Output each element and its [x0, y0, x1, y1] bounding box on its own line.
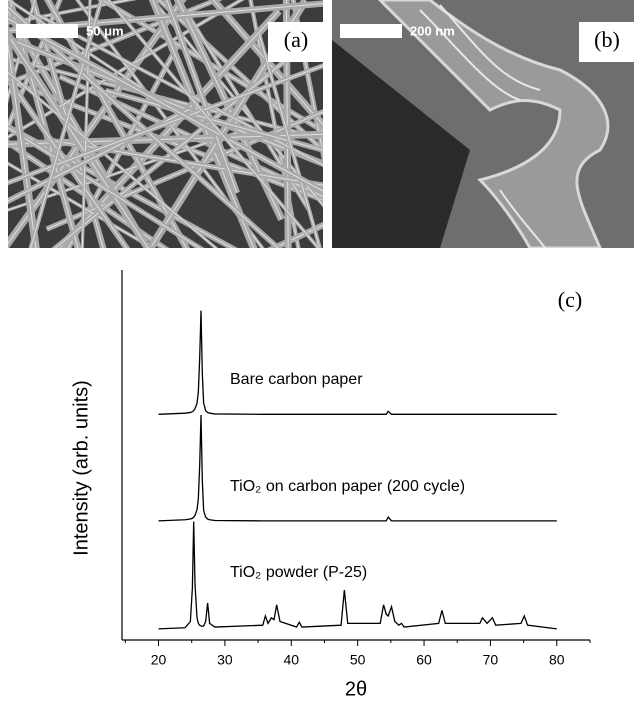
scale-bar-label: 200 nm — [410, 23, 455, 38]
x-tick-label: 50 — [350, 652, 366, 668]
y-axis-label: Intensity (arb. units) — [70, 380, 92, 556]
series-label: Bare carbon paper — [230, 371, 363, 388]
panel-label: (c) — [558, 287, 582, 312]
panel-label: (a) — [284, 27, 308, 52]
xrd-line — [159, 415, 557, 521]
series-label: TiO₂ on carbon paper (200 cycle) — [230, 478, 465, 495]
x-tick-label: 80 — [549, 652, 565, 668]
x-tick-label: 70 — [483, 652, 499, 668]
figure: 50 μm (a) 200 nm (b) 20 30 40 50 60 70 80 2θ Intensi… — [0, 0, 634, 707]
x-tick-label: 30 — [217, 652, 233, 668]
scale-bar — [16, 24, 78, 38]
scale-bar-label: 50 μm — [86, 23, 124, 38]
scale-bar — [340, 24, 402, 38]
panel-label: (b) — [594, 27, 620, 52]
x-tick-label: 20 — [151, 652, 167, 668]
xrd-line — [159, 311, 557, 415]
x-tick-label: 60 — [416, 652, 432, 668]
series-label: TiO₂ powder (P-25) — [230, 564, 367, 581]
x-axis-label: 2θ — [345, 678, 367, 700]
x-tick-label: 40 — [283, 652, 299, 668]
